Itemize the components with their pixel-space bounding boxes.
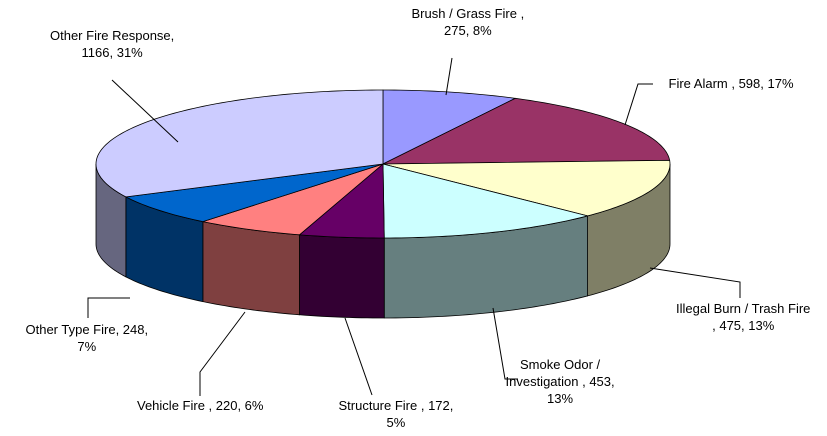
data-label: Smoke Odor / Investigation , 453, 13% [506,356,615,407]
slice [124,163,384,223]
leader-line [649,267,741,298]
data-label-line: Vehicle Fire , 220, 6% [137,398,264,413]
leader-line [492,307,518,380]
data-label-line: Brush / Grass Fire , [411,6,525,21]
data-label-line: Other Fire Response, [50,28,175,43]
data-label-line: Other Type Fire, 248, [25,322,149,337]
data-label: Brush / Grass Fire , 275, 8% [412,5,525,39]
slice [201,163,384,236]
leader-line [445,57,453,96]
data-label-line: , 475, 13% [712,318,775,333]
slice [382,97,671,165]
data-label-line: 5% [386,415,406,430]
data-label: Other Fire Response, 1166, 31% [50,27,174,61]
data-label: Vehicle Fire , 220, 6% [137,397,263,414]
slice [382,163,588,239]
leader-line [624,83,653,126]
data-label-line: Illegal Burn / Trash Fire [676,301,811,316]
data-label-line: Structure Fire , 172, [338,398,454,413]
data-label-line: Smoke Odor / [519,357,601,372]
data-label-line: 13% [547,391,574,406]
slice-side [299,234,385,319]
data-label: Other Type Fire, 248, 7% [26,321,149,355]
data-label: Structure Fire , 172, 5% [339,397,454,431]
data-label: Fire Alarm , 598, 17% [669,75,794,92]
data-label-line: 1166, 31% [81,45,143,60]
data-label-line: Investigation , 453, [505,374,615,389]
data-label-line: Fire Alarm , 598, 17% [668,76,794,91]
leader-line [87,297,130,318]
slice-side [202,221,300,316]
data-label-line: 275, 8% [444,23,492,38]
slice [95,89,384,198]
data-label: Illegal Burn / Trash Fire , 475, 13% [676,300,810,334]
leader-line [344,317,373,396]
data-label-line: 7% [77,339,97,354]
leader-line [199,311,246,396]
slice [298,163,385,239]
slice [382,159,671,217]
slice [382,89,517,165]
leader-line [111,79,179,143]
